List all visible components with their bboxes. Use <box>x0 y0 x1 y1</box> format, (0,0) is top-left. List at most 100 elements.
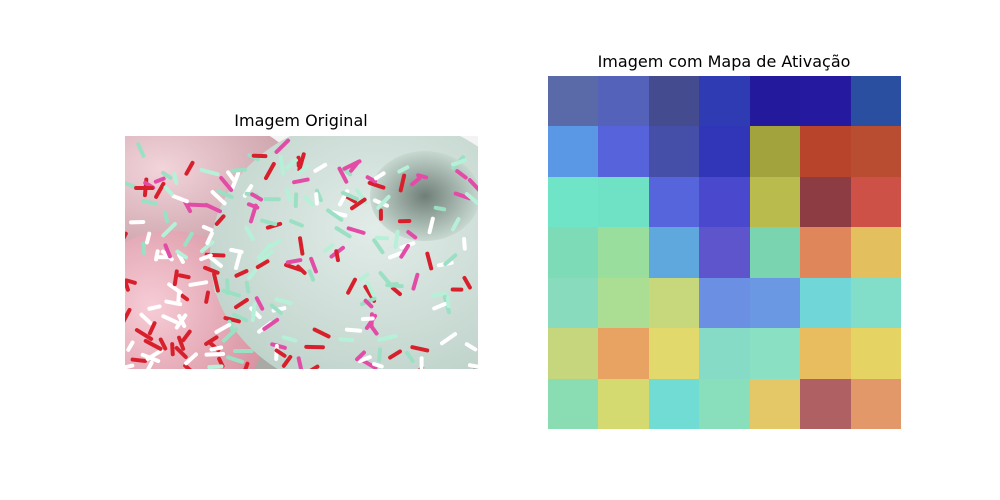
sprinkle <box>365 175 378 184</box>
sprinkle <box>181 329 192 343</box>
sprinkle <box>263 162 276 181</box>
sprinkle <box>177 252 185 264</box>
sprinkle <box>153 176 166 184</box>
sprinkle <box>388 349 402 360</box>
activation-cell <box>598 126 649 177</box>
sprinkle <box>298 236 305 256</box>
activation-cell <box>699 277 750 329</box>
sprinkle <box>234 269 249 278</box>
sprinkle <box>250 192 264 202</box>
activation-cell <box>850 76 901 127</box>
sprinkle <box>374 235 390 241</box>
activation-cell <box>648 328 700 379</box>
sprinkle <box>244 225 255 242</box>
sprinkle <box>331 210 348 218</box>
sprinkle <box>416 173 429 180</box>
sprinkle <box>126 340 135 352</box>
sprinkle <box>433 205 447 212</box>
sprinkle <box>411 272 420 291</box>
sprinkle <box>214 214 226 226</box>
sprinkle <box>377 334 398 342</box>
sprinkle <box>268 238 282 249</box>
sprinkle <box>451 158 467 167</box>
activation-cell <box>749 328 801 379</box>
sprinkle <box>262 317 280 331</box>
sprinkle <box>303 194 315 207</box>
sprinkle <box>372 362 384 369</box>
sprinkle <box>323 243 335 253</box>
activation-cell <box>648 277 700 329</box>
activation-cell <box>598 176 649 228</box>
sprinkle <box>247 268 258 281</box>
sprinkle <box>130 357 148 363</box>
sprinkle <box>451 217 461 232</box>
activation-cell <box>800 378 851 429</box>
sprinkle <box>136 142 146 158</box>
sprinkle <box>154 249 160 262</box>
sprinkle <box>358 272 370 282</box>
sprinkle <box>258 249 274 263</box>
sprinkle <box>250 302 257 323</box>
activation-cell <box>800 126 851 177</box>
sprinkle <box>226 355 245 364</box>
activation-cell <box>548 227 599 278</box>
activation-cell <box>598 227 649 278</box>
sprinkle <box>231 312 249 323</box>
activation-cell <box>850 176 901 228</box>
sprinkle <box>342 159 362 171</box>
activation-cell <box>749 227 801 278</box>
activation-cell <box>548 277 599 329</box>
sprinkle <box>204 351 226 357</box>
sprinkle <box>163 185 174 197</box>
sprinkle <box>201 224 214 233</box>
sprinkle <box>184 352 198 366</box>
sprinkle <box>453 191 472 201</box>
sprinkle <box>367 180 386 190</box>
sprinkle <box>365 280 376 298</box>
activation-cell <box>800 227 851 278</box>
sprinkle <box>163 243 172 259</box>
activation-cell <box>548 126 599 177</box>
sprinkle <box>216 189 234 200</box>
sprinkle <box>462 237 467 251</box>
sprinkle <box>226 170 236 182</box>
sprinkle <box>125 363 135 369</box>
sprinkle <box>344 327 363 333</box>
sprinkle <box>207 364 224 369</box>
activation-cell <box>548 176 599 228</box>
sprinkle <box>145 348 164 361</box>
activation-cell <box>648 378 700 429</box>
activation-cell <box>648 76 700 127</box>
sprinkle <box>125 278 137 285</box>
sprinkle <box>427 216 435 235</box>
activation-cell <box>850 328 901 379</box>
sprinkle <box>174 313 188 330</box>
sprinkle <box>187 202 209 208</box>
sprinkle <box>467 363 478 369</box>
sprinkle <box>355 350 366 362</box>
sprinkle <box>360 316 375 322</box>
sprinkle <box>234 251 242 271</box>
sprinkle <box>372 238 385 255</box>
sprinkle <box>208 255 223 268</box>
activation-cell <box>800 76 851 127</box>
activation-cell <box>749 176 801 228</box>
sprinkle <box>147 304 162 311</box>
sprinkle <box>243 361 250 369</box>
activation-cell <box>648 176 700 228</box>
sprinkle <box>462 275 472 290</box>
sprinkle <box>210 190 227 206</box>
sprinkle <box>338 337 355 343</box>
sprinkle <box>269 303 283 316</box>
sprinkle <box>432 301 447 311</box>
sprinkle <box>346 277 357 295</box>
sprinkle <box>346 226 366 235</box>
sprinkle <box>188 280 209 287</box>
activation-cell <box>699 176 750 228</box>
sprinkle <box>154 181 166 199</box>
activation-cell <box>548 378 599 429</box>
activation-cell <box>598 76 649 127</box>
sprinkle <box>199 253 213 262</box>
sprinkle <box>254 296 265 311</box>
sprinkle <box>464 192 478 205</box>
